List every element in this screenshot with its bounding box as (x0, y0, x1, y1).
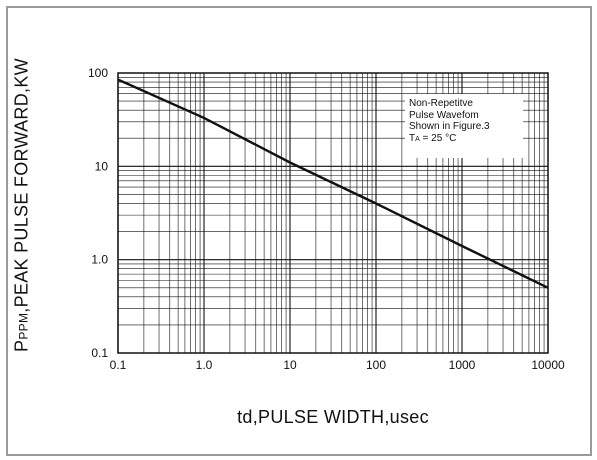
y-tick-label: 1.0 (91, 253, 108, 267)
x-tick-label: 100 (366, 358, 386, 372)
y-axis-label-subscript: PPM (16, 312, 31, 340)
x-tick-labels: 0.1 1.0 10 100 1000 10000 (110, 358, 565, 372)
plot-border (117, 72, 549, 354)
y-tick-label: 0.1 (91, 346, 108, 360)
y-tick-label: 100 (88, 66, 108, 80)
series-line (117, 78, 549, 289)
y-axis-label: PPPM,PEAK PULSE FORWARD,KW (12, 58, 33, 352)
annotation-line-2: Pulse Wavefom (409, 109, 479, 121)
x-tick-label: 10000 (531, 358, 565, 372)
x-tick-label: 1.0 (196, 358, 213, 372)
annotation-line-1: Non-Repetitve (409, 98, 473, 109)
x-tick-label: 1000 (449, 358, 476, 372)
y-axis-label-container: PPPM,PEAK PULSE FORWARD,KW (8, 38, 36, 372)
x-tick-label: 0.1 (110, 358, 127, 372)
y-tick-label: 10 (95, 159, 109, 173)
y-axis-label-text: ,PEAK PULSE FORWARD,KW (11, 58, 32, 313)
y-axis-label-prefix: P (11, 339, 32, 352)
x-tick-label: 10 (283, 358, 297, 372)
annotation-temp-value: = 25 °C (419, 132, 457, 144)
y-tick-labels: 0.1 1.0 10 100 (88, 66, 108, 360)
chart-frame (6, 6, 592, 456)
x-axis-label: td,PULSE WIDTH,usec (237, 407, 429, 427)
annotation-temp-subscript: A (415, 135, 420, 143)
annotation-box: Non-Repetitve Pulse Wavefom Shown in Fig… (405, 94, 523, 158)
annotation-line-3: Shown in Figure.3 (409, 121, 490, 132)
annotation-line-4: TA = 25 °C (409, 133, 519, 146)
annotation-temp-prefix: T (409, 132, 416, 144)
